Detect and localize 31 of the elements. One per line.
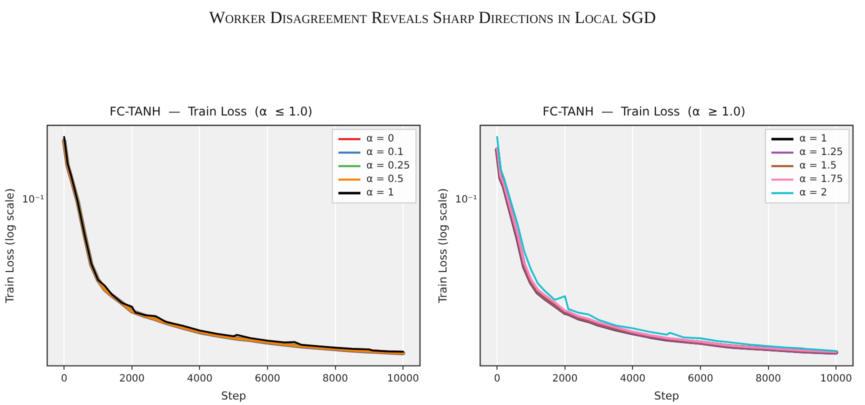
text: 10⁻¹: [22, 194, 44, 206]
legend-label: α = 1: [799, 134, 828, 145]
x-tick-label: 10000: [820, 373, 852, 384]
x-tick-label: 10000: [387, 373, 419, 384]
text: 10⁻¹: [455, 194, 478, 206]
legend-label: α = 0.25: [366, 160, 410, 172]
y-axis-title: Train Loss (log scale): [436, 188, 450, 304]
x-tick-label: 6000: [688, 373, 714, 384]
legend-label: α = 1.25: [799, 147, 843, 158]
x-tick-label: 6000: [254, 373, 280, 384]
x-axis-title: Step: [654, 389, 680, 402]
x-tick-label: 4000: [620, 373, 646, 384]
chart-title: FC-TANH — Train Loss (α ≥ 1.0): [542, 104, 746, 118]
x-axis-title: Step: [221, 389, 246, 402]
x-tick-label: 2000: [119, 373, 145, 384]
x-tick-label: 8000: [756, 373, 781, 384]
legend-label: α = 0.1: [366, 147, 404, 158]
y-axis-title: Train Loss (log scale): [3, 188, 16, 304]
chart-title: FC-TANH — Train Loss (α ≤ 1.0): [110, 104, 312, 118]
legend-label: α = 1.75: [799, 174, 843, 186]
legend-label: α = 0.5: [366, 174, 404, 186]
legend-label: α = 2: [799, 188, 828, 199]
legend-label: α = 1.5: [799, 160, 837, 172]
text: Worker Disagreement Reveals Sharp Directions in Local SGD: [208, 8, 657, 28]
legend-label: α = 1: [366, 188, 394, 199]
x-tick-label: 0: [494, 373, 500, 384]
x-tick-label: 8000: [322, 373, 348, 384]
legend-label: α = 0: [366, 134, 394, 145]
x-tick-label: 0: [60, 373, 68, 384]
x-tick-label: 2000: [552, 373, 578, 384]
x-tick-label: 4000: [186, 373, 212, 384]
